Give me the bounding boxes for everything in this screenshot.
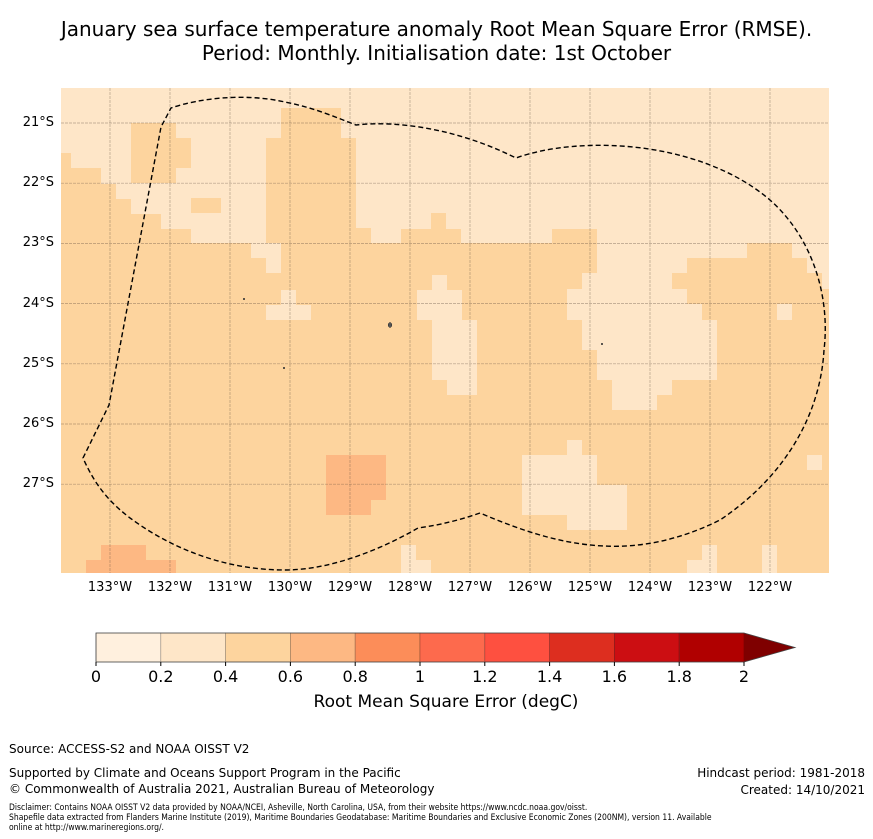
colorbar (95, 632, 797, 666)
raster-class-0.2-0.4 (687, 545, 717, 573)
lon-tick-label: 133°W (87, 580, 133, 595)
raster-class-0.2-0.4 (417, 275, 477, 395)
raster-class-0.2-0.4 (61, 88, 829, 243)
colorbar-tick-label: 1.6 (601, 667, 628, 686)
raster-class-0.2-0.4 (61, 123, 71, 153)
raster-class-0.2-0.4 (401, 545, 431, 573)
colorbar-extend-arrow (744, 633, 795, 662)
colorbar-segment (549, 632, 615, 663)
chart-title-line1: January sea surface temperature anomaly … (60, 17, 813, 41)
lon-tick-label: 131°W (207, 580, 253, 595)
disclaimer-line1: Disclaimer: Contains NOAA OISST V2 data … (9, 803, 588, 813)
colorbar-tick-label: 0.2 (148, 667, 174, 686)
islands (242, 297, 604, 370)
colorbar-tick-label: 1.4 (536, 667, 563, 686)
colorbar-segment (225, 632, 291, 663)
lat-tick-label: 22°S (22, 175, 54, 191)
lon-tick-label: 123°W (687, 580, 733, 595)
lon-tick-label: 127°W (447, 580, 493, 595)
lat-tick-label: 24°S (22, 295, 54, 311)
colorbar-segment (484, 632, 550, 663)
colorbar-tick-label: 1.8 (666, 667, 692, 686)
disclaimer-line3: online at http://www.marineregions.org/. (9, 823, 164, 833)
lat-tick-label: 27°S (22, 476, 54, 492)
raster-class-0.2-0.4 (251, 243, 281, 273)
colorbar-segment (95, 632, 162, 663)
created-date: Created: 14/10/2021 (740, 783, 865, 797)
colorbar-frame (95, 632, 797, 663)
colorbar-tick-label: 1 (414, 667, 426, 686)
colorbar-tick-label: 0 (90, 667, 102, 686)
lon-tick-label: 132°W (147, 580, 193, 595)
raster-class-0.2-0.4 (777, 304, 792, 320)
raster-class-0.4-0.6 (191, 198, 221, 213)
raster-class-0.2-0.4 (567, 243, 747, 410)
copyright-text: © Commonwealth of Australia 2021, Austra… (9, 782, 435, 796)
island-marker (600, 342, 604, 346)
colorbar-tick-label: 0.4 (212, 667, 239, 686)
lon-tick-label: 124°W (627, 580, 673, 595)
colorbar-segment (354, 632, 421, 663)
colorbar-segment (289, 632, 356, 663)
source-text: Source: ACCESS-S2 and NOAA OISST V2 (9, 742, 250, 756)
raster-class-0.2-0.4 (807, 455, 822, 470)
hindcast-period: Hindcast period: 1981-2018 (697, 766, 865, 780)
lat-tick-label: 25°S (22, 355, 54, 371)
supported-text: Supported by Climate and Oceans Support … (9, 766, 401, 780)
colorbar-tick-label: 0.8 (342, 667, 368, 686)
raster-class-0.6-0.8 (86, 545, 176, 573)
colorbar-segment (419, 632, 486, 663)
raster-class-0.4-0.6 (131, 123, 176, 183)
lon-tick-label: 126°W (507, 580, 553, 595)
lat-tick-label: 23°S (22, 235, 54, 251)
colorbar-segment (614, 632, 680, 663)
lon-tick-label: 125°W (567, 580, 613, 595)
colorbar-segment (678, 632, 745, 663)
colorbar-segment (160, 632, 227, 663)
raster-class-0.6-0.8 (326, 455, 386, 515)
disclaimer-line2: Shapefile data extracted from Flanders M… (9, 813, 712, 823)
raster-class-0.2-0.4 (522, 440, 627, 530)
colorbar-tick-label: 0.6 (277, 667, 304, 686)
raster-class-0.2-0.4 (266, 290, 311, 320)
colorbar-label: Root Mean Square Error (degC) (313, 692, 579, 712)
island-marker (242, 297, 246, 301)
lon-tick-label: 122°W (747, 580, 793, 595)
colorbar-tick-label: 2 (738, 667, 750, 686)
colorbar-tick-label: 1.2 (472, 667, 498, 686)
rmse-raster (61, 88, 829, 573)
lon-tick-label: 130°W (267, 580, 313, 595)
lon-tick-label: 128°W (387, 580, 433, 595)
eez-boundary (82, 96, 826, 571)
raster-class-0.2-0.4 (762, 545, 777, 573)
raster-class-0.4-0.6 (176, 138, 191, 168)
lat-tick-label: 21°S (22, 115, 54, 130)
raster-class-0.2-0.4 (792, 243, 829, 289)
island-marker (282, 366, 286, 370)
graticule (61, 88, 829, 573)
lon-tick-label: 129°W (327, 580, 373, 595)
island-marker (387, 322, 393, 328)
lat-tick-label: 26°S (22, 416, 54, 431)
chart-title-line2: Period: Monthly. Initialisation date: 1s… (201, 41, 672, 65)
